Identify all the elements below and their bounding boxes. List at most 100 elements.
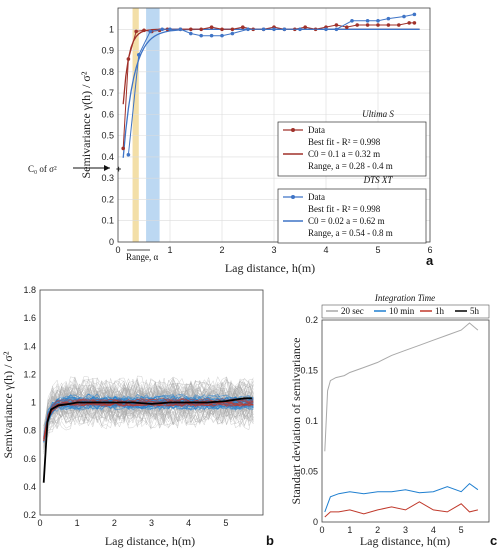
panel-b-ytick: 0.8	[23, 426, 36, 436]
panel-b-ytick: 1	[31, 398, 36, 408]
panel-b-ylabel: Semivariance γ(h) / σ²	[1, 351, 15, 458]
data-point	[412, 21, 417, 25]
data-point	[412, 12, 417, 17]
panel-c-xtick: 1	[347, 525, 352, 535]
panel-c-legend-box	[321, 304, 490, 319]
panel-b-label: b	[266, 533, 274, 548]
data-point	[402, 14, 406, 19]
panel-a-ytick: 0.4	[101, 152, 114, 162]
realization-line	[43, 401, 254, 440]
data-point	[407, 21, 412, 25]
panel-a-ytick: 0.6	[101, 109, 114, 119]
panel-c-legend-title: Integration Time	[374, 293, 435, 303]
panel-a-xtick: 0	[115, 245, 120, 255]
data-point	[334, 27, 339, 32]
data-point	[142, 28, 146, 33]
data-point	[303, 25, 308, 29]
realization-line	[43, 393, 254, 448]
data-point	[168, 27, 172, 32]
panel-c-ylabel: Standart deviation of semivariance	[289, 338, 303, 505]
panel-a-ytick: 0.5	[101, 131, 114, 141]
data-point	[241, 25, 245, 29]
panel-a-ytick: 0.8	[101, 67, 114, 77]
data-point	[199, 33, 203, 38]
legend-box-1	[277, 188, 427, 244]
panel-b-ytick: 1.2	[23, 369, 36, 379]
legend-label-2: 1h	[435, 306, 445, 316]
realization-line	[43, 400, 254, 440]
panel-a-ytick: 0.3	[101, 173, 114, 183]
realization-line	[43, 402, 254, 454]
panel-a-xlabel: Lag distance, h(m)	[225, 261, 315, 275]
data-point	[220, 33, 224, 38]
panel-b-xtick: 1	[75, 518, 80, 528]
data-point	[134, 29, 138, 34]
panel-a-ytick: 0.7	[101, 88, 114, 98]
panel-c-ytick: 0.15	[300, 366, 318, 376]
mean-line-5h	[42, 397, 252, 483]
panel-c-label: c	[490, 533, 497, 548]
data-point	[126, 57, 131, 61]
panel-b-ytick: 1.8	[23, 285, 36, 295]
std-line-0	[324, 322, 479, 452]
panel-a-ytick: 0.2	[101, 194, 114, 204]
panel-b: 0 1 2 3 4 5 0.2 0.4 0.6 0.8 1 1.2 1.4 1.6 1.8 Lag dis…	[1, 285, 274, 548]
panel-c-ytick: 0.2	[305, 315, 318, 325]
panel-c: Integration Time 20 sec 10 min 1h 5h 0 1 2 3 4 5…	[289, 293, 497, 548]
panel-c-frame	[321, 319, 490, 523]
legend-model-label: C0 = 0.1 a = 0.32 m	[308, 149, 380, 159]
data-point	[324, 27, 328, 32]
data-point	[160, 27, 164, 32]
data-point	[298, 27, 302, 32]
panel-b-xtick: 2	[112, 518, 117, 528]
data-point	[386, 16, 391, 21]
realization-line	[43, 400, 254, 441]
panel-a-ytick: 0.9	[101, 46, 114, 56]
panel-a: 0 1 2 3 4 5 6 0 0.1 0.2 0.3 0.4 0.5 0.6 0.7 0.8 0.9 1 La…	[28, 7, 434, 275]
data-point	[350, 18, 354, 23]
panel-c-ytick: 0.1	[305, 416, 318, 426]
data-point	[220, 27, 224, 32]
panel-b-xtick: 3	[149, 518, 154, 528]
data-point	[178, 27, 183, 32]
range-annotation: Range, α	[126, 252, 158, 262]
panel-a-ylabel: Semivariance γ(h) / σ²	[79, 71, 93, 178]
legend-model-label: C0 = 0.02 a = 0.62 m	[308, 216, 385, 226]
legend-fit-text: Best fit - R² = 0.998	[308, 137, 381, 147]
panel-a-label: a	[426, 253, 434, 268]
data-point	[148, 29, 153, 34]
data-point	[365, 18, 370, 23]
range-band-0	[132, 8, 139, 242]
panel-c-ytick: 0	[313, 517, 318, 527]
panel-a-xtick: 4	[323, 245, 328, 255]
panel-a-xtick: 5	[375, 245, 380, 255]
panel-c-xlabel: Lag distance, h(m)	[360, 534, 450, 548]
data-point	[355, 23, 360, 27]
legend-label-0: 20 sec	[341, 306, 364, 316]
std-line-1	[324, 482, 479, 513]
panel-b-ytick: 1.6	[23, 313, 36, 323]
panel-b-ytick: 0.2	[23, 510, 36, 520]
c0-arrowhead	[104, 165, 110, 171]
data-point	[397, 23, 401, 27]
panel-a-xtick: 3	[271, 245, 276, 255]
data-point	[376, 23, 380, 27]
legend-range-text: Range, a = 0.54 - 0.8 m	[308, 228, 393, 238]
realization-line	[43, 403, 254, 453]
legend-label-3: 5h	[470, 306, 480, 316]
panel-a-ytick: 0.1	[101, 216, 114, 226]
data-point	[386, 23, 391, 27]
data-point	[209, 33, 214, 38]
legend-data-label: Data	[308, 192, 325, 202]
panel-a-xtick: 1	[167, 245, 172, 255]
panel-b-xtick: 0	[37, 518, 42, 528]
realization-line	[43, 398, 254, 438]
realization-line	[43, 395, 254, 447]
data-point	[365, 23, 370, 27]
legend-data-label: Data	[308, 125, 325, 135]
panel-b-ytick: 0.4	[23, 482, 36, 492]
data-point	[137, 53, 141, 57]
data-point	[334, 23, 339, 27]
panel-a-xtick: 6	[427, 245, 432, 255]
